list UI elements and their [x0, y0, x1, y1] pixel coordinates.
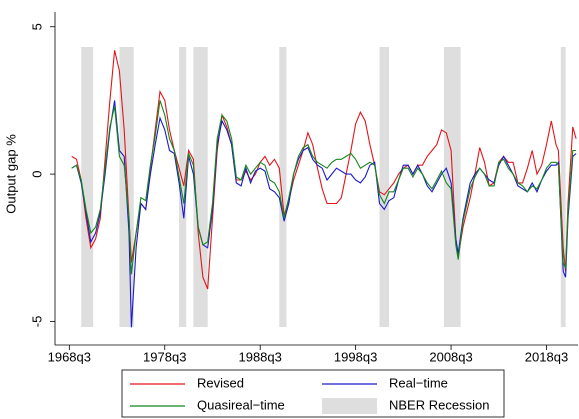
series-line: [71, 100, 577, 275]
legend-label: Quasireal−time: [197, 397, 285, 412]
recession-band: [279, 47, 287, 327]
series-line: [71, 100, 577, 328]
y-axis-title: Output gap %: [3, 134, 18, 214]
recession-band: [443, 47, 461, 327]
legend-swatch: [322, 398, 377, 414]
x-tick-label: 1998q3: [334, 349, 377, 364]
y-tick-label: 0: [29, 170, 44, 177]
x-tick-label: 2018q3: [525, 349, 568, 364]
y-tick-label: -5: [29, 316, 44, 328]
x-tick-label: 1978q3: [143, 349, 186, 364]
x-tick-label: 1988q3: [238, 349, 281, 364]
y-tick-label: 5: [29, 23, 44, 30]
legend-label: Real−time: [389, 375, 448, 390]
recession-band: [179, 47, 187, 327]
recession-band: [379, 47, 390, 327]
legend-label: NBER Recession: [389, 397, 489, 412]
series-line: [71, 50, 577, 290]
x-tick-label: 1968q3: [48, 349, 91, 364]
legend-box: [121, 369, 505, 418]
legend-label: Revised: [197, 375, 244, 390]
recession-band: [81, 47, 94, 327]
x-tick-label: 2008q3: [429, 349, 472, 364]
recession-band: [193, 47, 208, 327]
recession-band: [560, 47, 566, 327]
